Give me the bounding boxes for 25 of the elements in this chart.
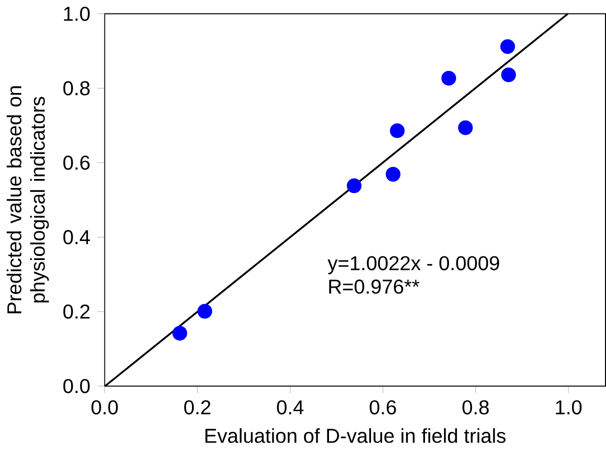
point — [390, 124, 405, 138]
annotation: R=0.976** — [329, 280, 420, 294]
x-tick-label: 0.4 — [276, 400, 304, 415]
point — [197, 304, 212, 319]
y-tick-label: 0.6 — [63, 156, 90, 170]
point — [458, 120, 473, 136]
point — [346, 178, 362, 194]
y-tick-label: 0.2 — [63, 304, 90, 319]
point — [501, 68, 516, 82]
point — [386, 167, 400, 182]
annotation: y=1.0022x - 0.0009 — [328, 256, 500, 274]
point — [500, 39, 516, 54]
x-tick-label: 0.2 — [184, 400, 210, 415]
point — [172, 326, 188, 341]
y-tick-label: 1.0 — [64, 6, 90, 22]
x-tick-label: 0.0 — [91, 400, 118, 415]
y-tick-label: 0.8 — [63, 81, 90, 96]
y-tick-label: 0.4 — [63, 230, 90, 244]
point — [441, 71, 456, 86]
y-axis-title: Predicted value based on physiological indicators — [6, 86, 49, 314]
x-tick-label: 0.8 — [462, 400, 489, 415]
x-tick-label: 0.6 — [370, 400, 396, 415]
x-tick-label: 1.0 — [556, 400, 582, 415]
x-axis-title: Evaluation of D-value in field trials — [205, 428, 506, 444]
y-tick-label: 0.0 — [63, 379, 90, 394]
